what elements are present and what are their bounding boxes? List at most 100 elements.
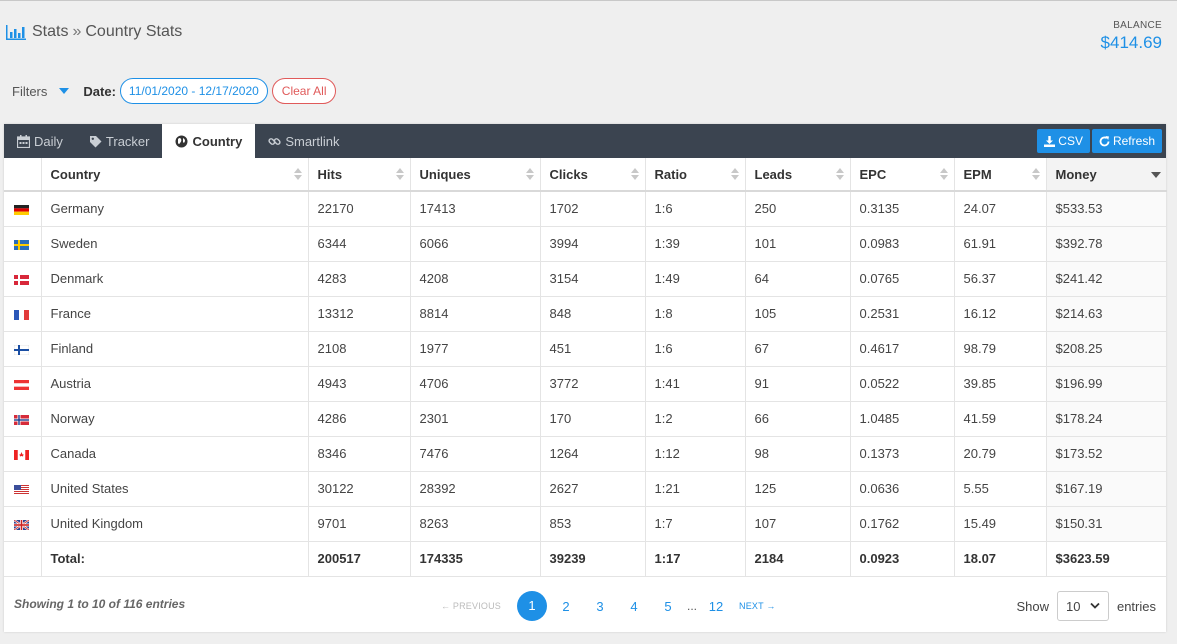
cell-country: Germany — [41, 191, 309, 227]
col-header-label: Uniques — [419, 166, 471, 182]
bar-chart-icon — [6, 25, 26, 40]
cell-epc: 0.1373 — [850, 436, 955, 472]
caret-down-icon[interactable] — [59, 88, 70, 94]
flag-de-icon — [14, 204, 29, 215]
col-header-uniques[interactable]: Uniques — [410, 158, 541, 192]
cell-epm: 98.79 — [954, 331, 1047, 367]
cell-ratio: 1:2 — [645, 401, 746, 437]
cell-clicks: 3772 — [540, 366, 646, 402]
cell-epm: 56.37 — [954, 261, 1047, 297]
cell-uniques: 6066 — [410, 226, 541, 262]
col-header-clicks[interactable]: Clicks — [540, 158, 646, 192]
cell-epm: 20.79 — [954, 436, 1047, 472]
cell-leads: 107 — [745, 506, 851, 542]
csv-label: CSV — [1058, 134, 1083, 148]
sort-icon — [630, 168, 639, 180]
cell-epc: 0.2531 — [850, 296, 955, 332]
cell-uniques: 8263 — [410, 506, 541, 542]
col-header-epc[interactable]: EPC — [850, 158, 955, 192]
flag-cell — [4, 261, 42, 297]
cell-ratio: 1:12 — [645, 436, 746, 472]
table-row: Norway 4286 2301 170 1:2 66 1.0485 41.59 $178.24 — [4, 401, 1167, 437]
col-header-epm[interactable]: EPM — [954, 158, 1047, 192]
refresh-button[interactable]: Refresh — [1091, 129, 1162, 153]
cell-money: $214.63 — [1046, 296, 1167, 332]
col-header-label: EPM — [963, 166, 992, 182]
tab-smartlink[interactable]: Smartlink — [255, 124, 352, 158]
col-header-leads[interactable]: Leads — [745, 158, 851, 192]
page-link-5[interactable]: 5 — [664, 598, 672, 614]
cell-hits: 2108 — [308, 331, 411, 367]
page-link-3[interactable]: 3 — [596, 598, 604, 614]
cell-epc: 0.3135 — [850, 191, 955, 227]
page-link-1[interactable]: 1 — [517, 591, 548, 621]
cell-clicks: 853 — [540, 506, 646, 542]
tab-tracker[interactable]: Tracker — [76, 124, 163, 158]
total-spacer — [4, 541, 42, 577]
pagination-ellipsis: ... — [687, 599, 698, 613]
col-header-flag — [4, 158, 42, 192]
balance-label: BALANCE — [1113, 20, 1162, 31]
flag-cell — [4, 471, 42, 507]
cell-money: $392.78 — [1046, 226, 1167, 262]
flag-at-icon — [14, 379, 29, 390]
col-header-hits[interactable]: Hits — [308, 158, 411, 192]
total-money: $3623.59 — [1046, 541, 1167, 577]
page-size-select[interactable]: 10 — [1056, 591, 1109, 621]
table-row: Austria 4943 4706 3772 1:41 91 0.0522 39.85 $196… — [4, 366, 1167, 402]
tab-bar: Daily Tracker Country Smartlink CSV — [4, 124, 1166, 158]
total-ratio: 1:17 — [645, 541, 746, 577]
cell-clicks: 1702 — [540, 191, 646, 227]
cell-ratio: 1:41 — [645, 366, 746, 402]
cell-country: United Kingdom — [41, 506, 309, 542]
date-range-picker[interactable]: 11/01/2020 - 12/17/2020 — [119, 78, 268, 104]
cell-ratio: 1:21 — [645, 471, 746, 507]
cell-leads: 250 — [745, 191, 851, 227]
tab-label: Tracker — [105, 133, 150, 149]
cell-leads: 91 — [745, 366, 851, 402]
tab-daily[interactable]: Daily — [4, 124, 76, 158]
cell-country: Canada — [41, 436, 309, 472]
page-link-4[interactable]: 4 — [630, 598, 638, 614]
tab-country[interactable]: Country — [162, 124, 256, 158]
page-link-2[interactable]: 2 — [562, 598, 570, 614]
col-header-label: Leads — [754, 166, 793, 182]
total-leads: 2184 — [745, 541, 851, 577]
cell-epm: 61.91 — [954, 226, 1047, 262]
balance-value: $414.69 — [1100, 33, 1162, 52]
table-row: United Kingdom 9701 8263 853 1:7 107 0.1762 15.… — [4, 506, 1167, 542]
cell-uniques: 8814 — [410, 296, 541, 332]
clear-all-button[interactable]: Clear All — [271, 78, 337, 104]
page-title: Country Stats — [85, 23, 183, 40]
download-icon — [1044, 135, 1056, 147]
cell-ratio: 1:7 — [645, 506, 746, 542]
cell-epm: 39.85 — [954, 366, 1047, 402]
csv-button[interactable]: CSV — [1037, 129, 1090, 153]
sort-icon — [939, 168, 948, 180]
table-row: Denmark 4283 4208 3154 1:49 64 0.0765 56.37 $241… — [4, 261, 1167, 297]
cell-money: $150.31 — [1046, 506, 1167, 542]
cell-money: $196.99 — [1046, 366, 1167, 402]
sort-icon — [293, 168, 302, 180]
breadcrumb-root[interactable]: Stats — [32, 23, 69, 40]
next-page-link[interactable]: NEXT → — [739, 601, 776, 611]
cell-country: Sweden — [41, 226, 309, 262]
col-header-ratio[interactable]: Ratio — [645, 158, 746, 192]
flag-cell — [4, 436, 42, 472]
col-header-money[interactable]: Money — [1046, 158, 1167, 192]
flag-cell — [4, 226, 42, 262]
cell-epc: 0.0983 — [850, 226, 955, 262]
total-label: Total: — [41, 541, 309, 577]
breadcrumb: Stats » Country Stats — [6, 23, 182, 41]
cell-clicks: 451 — [540, 331, 646, 367]
cell-leads: 105 — [745, 296, 851, 332]
filters-bar: Filters Date: 11/01/2020 - 12/17/2020 Cl… — [12, 78, 337, 104]
filters-toggle[interactable]: Filters — [12, 83, 48, 99]
cell-epc: 1.0485 — [850, 401, 955, 437]
cell-leads: 101 — [745, 226, 851, 262]
previous-page-link[interactable]: ← PREVIOUS — [441, 601, 502, 611]
cell-uniques: 7476 — [410, 436, 541, 472]
country-stats-table: Country Hits Uniques Clicks Ratio Leads … — [4, 158, 1167, 577]
page-link-last[interactable]: 12 — [708, 598, 724, 614]
col-header-country[interactable]: Country — [41, 158, 309, 192]
